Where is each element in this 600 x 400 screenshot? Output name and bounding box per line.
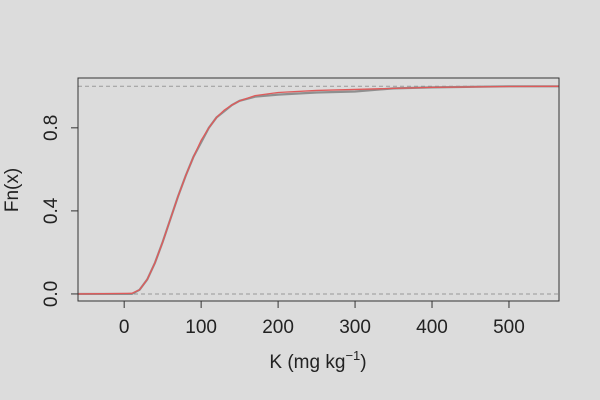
- series-line: [77, 85, 560, 295]
- x-tick-label: 0: [119, 317, 130, 338]
- x-tick-label: 100: [185, 317, 217, 338]
- x-tick-label: 400: [416, 317, 448, 338]
- x-axis-label: K (mg kg−1): [269, 348, 366, 373]
- series-line: [78, 85, 559, 296]
- x-label-main: K (mg kg: [269, 352, 345, 373]
- y-axis-label: Fn(x): [2, 168, 23, 212]
- x-label-sup: −1: [345, 348, 360, 363]
- y-tick-label: 0.8: [41, 115, 62, 141]
- x-tick-label: 300: [339, 317, 371, 338]
- plot-frame: [77, 77, 560, 302]
- x-tick-label: 200: [262, 317, 294, 338]
- x-tick-label: 500: [493, 317, 525, 338]
- y-tick-label: 0.0: [41, 281, 62, 307]
- x-label-end: ): [360, 352, 366, 373]
- y-tick-label: 0.4: [41, 197, 62, 224]
